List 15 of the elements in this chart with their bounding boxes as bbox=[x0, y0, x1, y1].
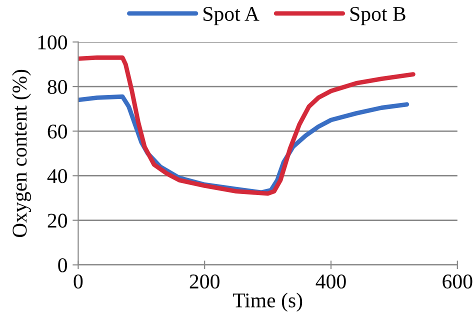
x-axis-title: Time (s) bbox=[232, 292, 302, 312]
y-tick-label: 40 bbox=[47, 169, 67, 184]
legend-label: Spot B bbox=[350, 6, 406, 26]
y-tick-label: 0 bbox=[58, 258, 67, 272]
x-tick-label: 200 bbox=[190, 274, 220, 289]
legend-label: Spot A bbox=[204, 6, 260, 26]
line-series bbox=[78, 55, 416, 196]
y-tick-label: 20 bbox=[48, 214, 67, 228]
y-tick-label: 80 bbox=[48, 80, 67, 94]
y-axis-title: Oxygen content (%) bbox=[12, 70, 31, 238]
x-tick-label: 600 bbox=[442, 274, 472, 289]
x-tick-label: 0 bbox=[74, 274, 83, 289]
y-tick-label: 100 bbox=[38, 35, 67, 50]
y-tick-label: 60 bbox=[48, 124, 67, 139]
x-tick-label: 400 bbox=[316, 274, 346, 289]
